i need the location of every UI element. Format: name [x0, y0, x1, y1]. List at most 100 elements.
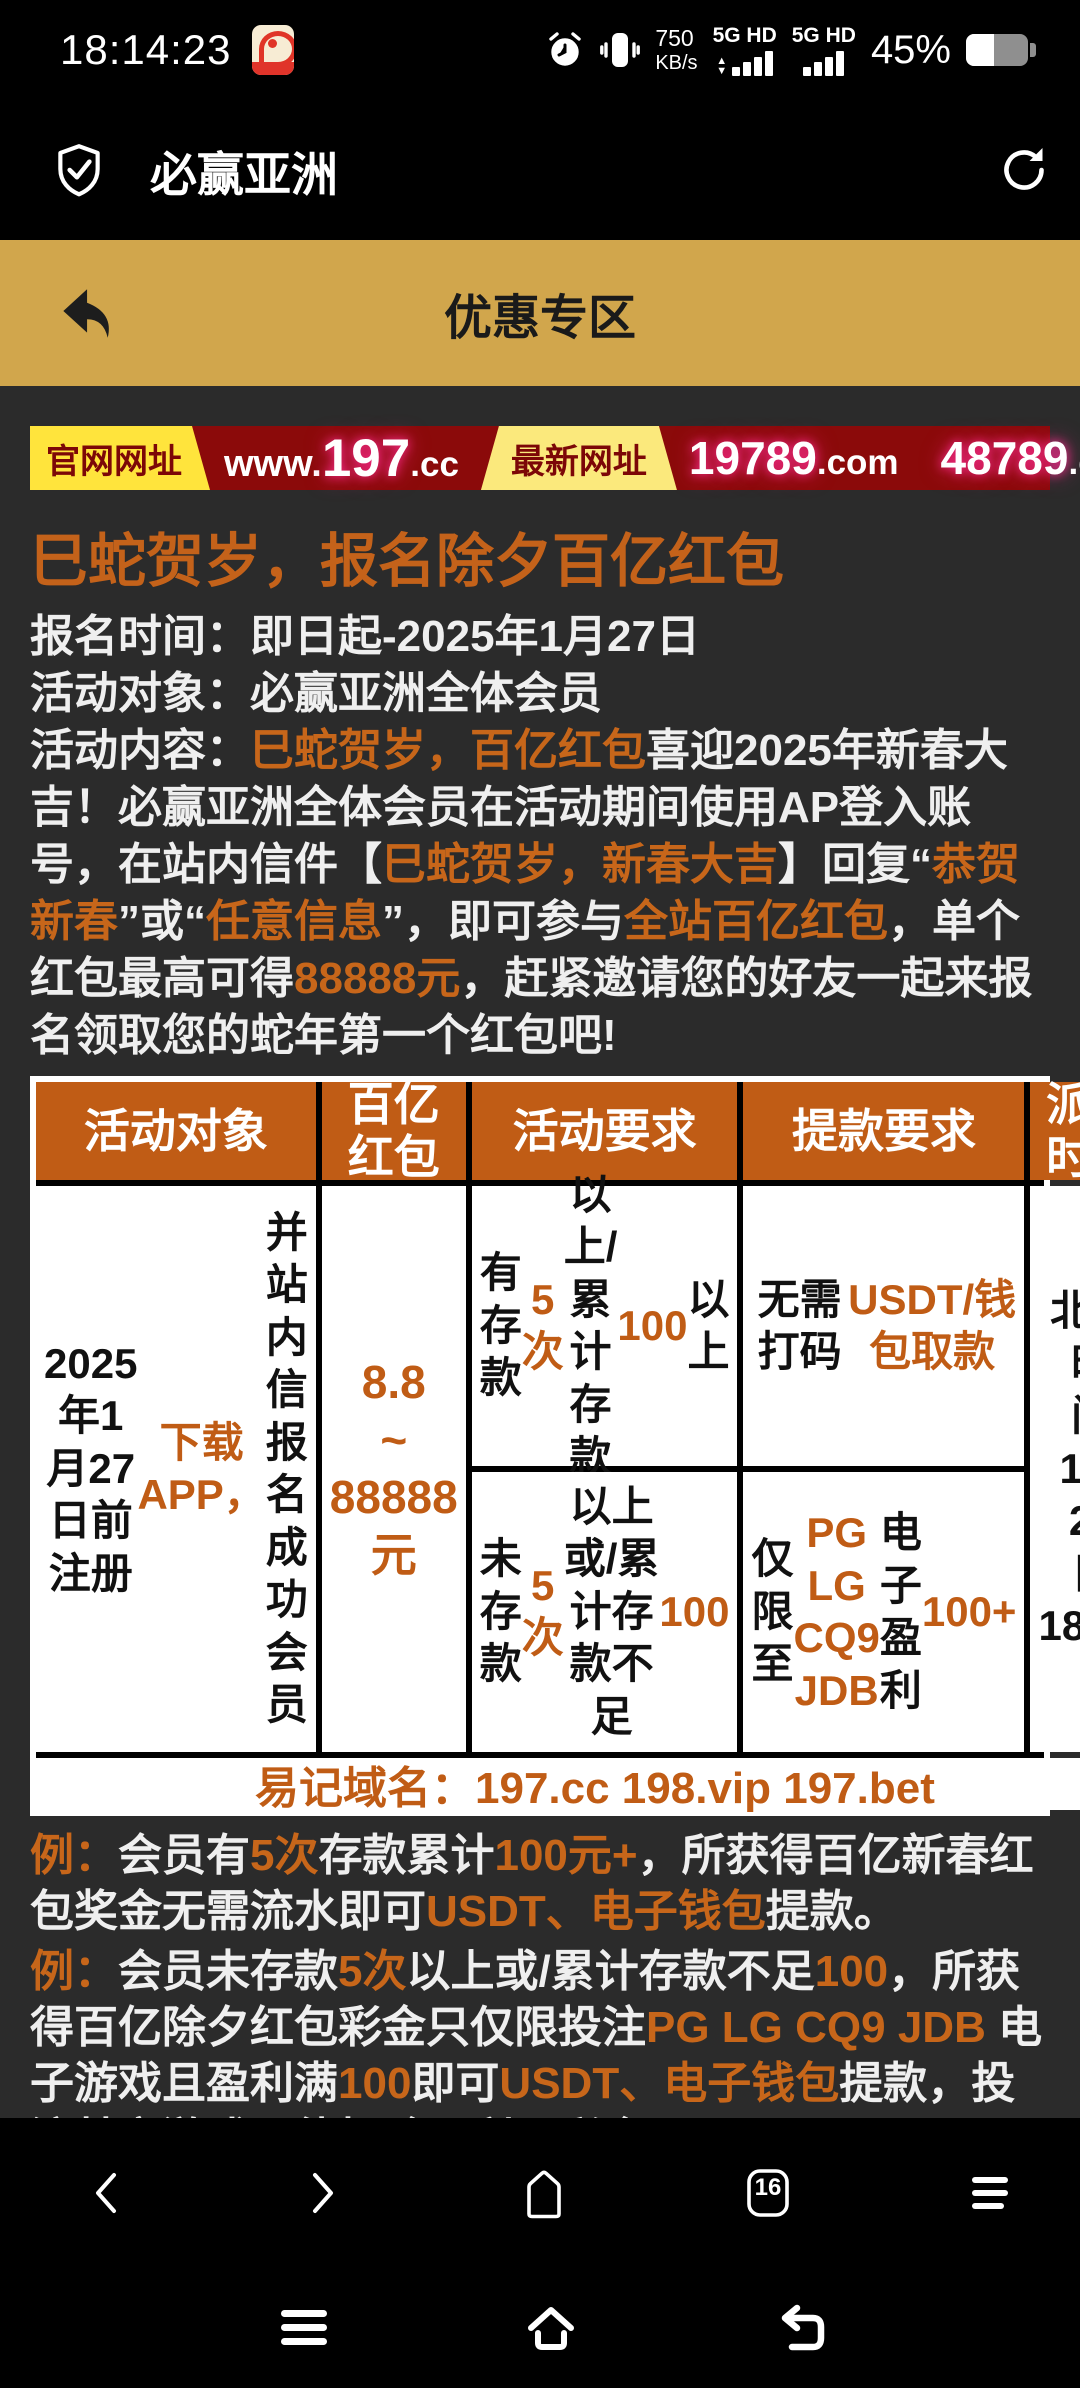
alarm-icon	[545, 30, 585, 70]
text-segment: 电子盈利	[879, 1509, 922, 1714]
url-suffix: .com	[816, 443, 899, 482]
latest-site-url-2[interactable]: 48789 .com	[941, 431, 1080, 485]
system-menu-button[interactable]	[278, 2304, 330, 2352]
cell-red-packet-amount: 8.8 ~ 88888 元	[321, 1186, 466, 1752]
text-segment: 会员有	[118, 1831, 250, 1880]
cell-withdraw-limited: 仅限至 PG LG CQ9 JDB 电子盈利 100+	[743, 1472, 1025, 1752]
text-segment: 即可	[411, 2059, 500, 2108]
text-segment: 以上或/累计存款不足	[563, 1482, 660, 1740]
browser-tabs-button[interactable]: 16	[743, 2165, 793, 2221]
text-segment: 88888元	[294, 954, 461, 1003]
url-number: 197	[321, 428, 411, 488]
text-segment: 100	[338, 2059, 412, 2108]
tab-count-badge: 16	[754, 2174, 782, 2201]
cell-audience: 2025年1月27日前注册 下载APP， 并站内信报名成功会员	[36, 1186, 316, 1752]
url-suffix: .cc	[410, 444, 459, 484]
signal-sim2: 5G HD	[792, 25, 856, 76]
easy-domains-row: 易记域名：197.cc 198.vip 197.bet	[36, 1758, 1080, 1813]
text-segment: USDT、电子钱包	[426, 1887, 766, 1936]
weibo-eye-dot	[267, 39, 277, 48]
official-site-label: 官网网址	[30, 426, 210, 490]
text-segment: USDT、电子钱包	[499, 2059, 840, 2108]
text-segment: 5次	[338, 1947, 407, 1996]
battery-percent: 45%	[870, 27, 951, 72]
text-segment: 任意信息	[206, 897, 382, 946]
text-segment: 报名时间：即日起-2025年1月27日	[30, 612, 700, 661]
text-segment: PG LG CQ9 JDB	[646, 2003, 986, 2052]
system-back-button[interactable]	[772, 2301, 830, 2355]
text-segment: 并站内信报名成功会员	[265, 1208, 308, 1729]
network-speed-value: 750	[655, 25, 694, 51]
url-number: 19789	[688, 432, 817, 484]
text-segment: 易记域名：197.cc 198.vip 197.bet	[255, 1764, 935, 1813]
browser-toolbar: 16	[0, 2118, 1080, 2268]
system-home-button[interactable]	[521, 2301, 581, 2355]
text-segment: 8.8 ~ 88888 元	[329, 1356, 458, 1581]
audience-line: 活动对象：必赢亚洲全体会员	[30, 665, 1050, 722]
cell-send-time: 北京时 间 1月28 日 18:00	[1030, 1186, 1080, 1752]
url-number: 48789	[940, 432, 1069, 484]
text-segment: 电子游戏且盈利满	[30, 2003, 1043, 2108]
signal-sim1: 5G HD ▲ ▼	[712, 23, 777, 77]
weibo-notification-icon	[251, 25, 294, 75]
signal-bars-icon	[803, 50, 845, 76]
cell-requirement-no-deposit: 未存款 5次 以上或/累计存款不足 100	[471, 1472, 738, 1752]
text-segment: 巳蛇贺岁，百亿红包	[250, 726, 646, 775]
url-prefix: www.	[224, 442, 322, 485]
text-segment: 100+	[921, 1587, 1017, 1635]
text-segment: 全站百亿红包	[624, 897, 888, 946]
sim1-network-label: 5G HD	[712, 23, 777, 47]
text-segment: 例：	[30, 1831, 118, 1880]
text-segment: 提款。	[765, 1887, 898, 1936]
text-segment: 无需打码	[757, 1275, 842, 1376]
text-segment: ，单个红包最高可得	[30, 897, 1020, 1003]
system-navbar	[0, 2268, 1080, 2388]
domain-banner: 官网网址 www. 197 .cc 最新网址 19789 .com 48789 …	[30, 426, 1080, 490]
status-bar: 18:14:23 750 KB/s 5G HD ▲ ▼ 5G HD	[0, 0, 1080, 100]
text-segment: 100	[659, 1587, 730, 1635]
text-segment: 5次	[250, 1831, 319, 1880]
text-segment: 下载APP，	[137, 1418, 266, 1519]
network-speed-unit: KB/s	[655, 52, 698, 74]
text-segment: 未存款	[479, 1535, 522, 1688]
column-header-withdraw: 提款要求	[743, 1082, 1025, 1180]
article-body: 报名时间：即日起-2025年1月27日 活动对象：必赢亚洲全体会员 活动内容：巳…	[30, 608, 1050, 1064]
shield-check-icon	[50, 141, 108, 199]
vibrate-mode-icon	[600, 29, 641, 71]
text-segment: 例：	[30, 1947, 118, 1996]
text-segment: 会员未存款	[118, 1947, 338, 1996]
text-segment: 活动内容：	[30, 726, 250, 775]
text-segment: 恭贺新春	[30, 840, 1020, 946]
text-segment: ”，即可参与	[382, 897, 624, 946]
text-segment: ，所获得百亿新春红包奖金无需流水即可	[30, 1831, 1034, 1936]
latest-site-url-1[interactable]: 19789 .com	[689, 431, 899, 485]
column-header-audience: 活动对象	[36, 1082, 316, 1180]
text-segment: 有存款	[479, 1249, 522, 1402]
weibo-banner-strip	[251, 62, 294, 75]
text-segment: ，所获得百亿除夕红包彩金只仅限投注	[30, 1947, 1021, 2052]
back-button[interactable]	[52, 280, 118, 346]
example-notes: 例：会员有5次存款累计100元+，所获得百亿新春红包奖金无需流水即可USDT、电…	[30, 1828, 1050, 2118]
browser-forward-button[interactable]	[301, 2167, 345, 2219]
browser-back-button[interactable]	[84, 2167, 128, 2219]
network-speed: 750 KB/s	[655, 25, 698, 74]
text-segment: 以上/累计存款	[563, 1170, 618, 1481]
refresh-button[interactable]	[996, 142, 1052, 198]
promo-page-content: 官网网址 www. 197 .cc 最新网址 19789 .com 48789 …	[0, 386, 1080, 2118]
example-1: 例：会员有5次存款累计100元+，所获得百亿新春红包奖金无需流水即可USDT、电…	[30, 1828, 1050, 1940]
cell-requirement-deposit: 有存款 5次 以上/累计存款 100 以上	[471, 1171, 738, 1480]
cell-withdraw-no-wager: 无需打码 USDT/钱包取款	[743, 1186, 1025, 1466]
latest-site-label: 最新网址	[481, 426, 677, 490]
browser-menu-button[interactable]	[966, 2168, 1014, 2218]
text-segment: 100	[814, 1947, 889, 1996]
text-segment: 】回复“	[778, 840, 932, 889]
official-site-url[interactable]: www. 197 .cc	[224, 428, 459, 489]
signup-time-line: 报名时间：即日起-2025年1月27日	[30, 608, 1050, 665]
text-segment: PG LG CQ9 JDB	[793, 1509, 880, 1714]
text-segment: 以上或/累计存款不足	[406, 1947, 815, 1996]
column-header-red-packet: 百亿红包	[321, 1078, 466, 1183]
column-header-send-time: 派送时间	[1030, 1078, 1080, 1183]
browser-home-button[interactable]	[518, 2165, 570, 2221]
article-title: 巳蛇贺岁，报名除夕百亿红包	[30, 529, 785, 594]
text-segment: 提款，投注其它游戏一律扣除盈利及彩金!	[30, 2059, 1016, 2118]
